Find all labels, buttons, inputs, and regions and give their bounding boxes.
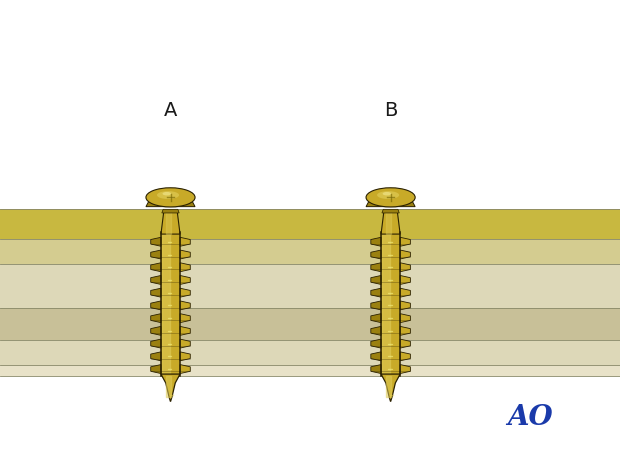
Polygon shape bbox=[400, 301, 410, 310]
Polygon shape bbox=[180, 263, 190, 272]
Ellipse shape bbox=[162, 192, 171, 196]
Polygon shape bbox=[371, 275, 381, 285]
Bar bbox=[0, 209, 620, 239]
Bar bbox=[0, 376, 620, 459]
Polygon shape bbox=[400, 313, 410, 323]
Polygon shape bbox=[381, 211, 400, 234]
Ellipse shape bbox=[146, 188, 195, 207]
Bar bbox=[0, 0, 620, 209]
Polygon shape bbox=[400, 237, 410, 246]
Polygon shape bbox=[371, 301, 381, 310]
Text: AO: AO bbox=[507, 404, 553, 431]
Polygon shape bbox=[180, 313, 190, 323]
Ellipse shape bbox=[377, 191, 399, 199]
Polygon shape bbox=[371, 352, 381, 361]
Polygon shape bbox=[180, 364, 190, 374]
Ellipse shape bbox=[157, 191, 179, 199]
Polygon shape bbox=[400, 326, 410, 336]
Polygon shape bbox=[151, 237, 161, 246]
Polygon shape bbox=[400, 352, 410, 361]
Polygon shape bbox=[400, 263, 410, 272]
Polygon shape bbox=[371, 339, 381, 348]
Polygon shape bbox=[161, 211, 180, 234]
Polygon shape bbox=[400, 250, 410, 259]
Polygon shape bbox=[381, 374, 400, 402]
Polygon shape bbox=[371, 364, 381, 374]
Polygon shape bbox=[371, 288, 381, 297]
Polygon shape bbox=[400, 275, 410, 285]
Polygon shape bbox=[162, 209, 179, 213]
Polygon shape bbox=[161, 374, 180, 402]
Polygon shape bbox=[146, 200, 195, 207]
Polygon shape bbox=[180, 326, 190, 336]
Bar bbox=[0, 365, 620, 376]
Polygon shape bbox=[180, 301, 190, 310]
Polygon shape bbox=[151, 326, 161, 336]
Polygon shape bbox=[371, 237, 381, 246]
Bar bbox=[0, 308, 620, 340]
Polygon shape bbox=[400, 288, 410, 297]
Polygon shape bbox=[400, 339, 410, 348]
Polygon shape bbox=[151, 250, 161, 259]
Ellipse shape bbox=[383, 192, 391, 196]
Polygon shape bbox=[371, 326, 381, 336]
Bar bbox=[0, 264, 620, 308]
Polygon shape bbox=[180, 352, 190, 361]
Bar bbox=[161, 232, 180, 376]
Polygon shape bbox=[371, 263, 381, 272]
Text: B: B bbox=[384, 101, 397, 120]
Polygon shape bbox=[371, 313, 381, 323]
Polygon shape bbox=[151, 313, 161, 323]
Polygon shape bbox=[151, 263, 161, 272]
Polygon shape bbox=[151, 288, 161, 297]
Polygon shape bbox=[180, 288, 190, 297]
Ellipse shape bbox=[366, 188, 415, 207]
Polygon shape bbox=[371, 250, 381, 259]
Polygon shape bbox=[180, 339, 190, 348]
Polygon shape bbox=[151, 275, 161, 285]
Polygon shape bbox=[382, 209, 399, 213]
Text: A: A bbox=[164, 101, 177, 120]
Bar bbox=[381, 232, 400, 376]
Bar bbox=[0, 239, 620, 264]
Polygon shape bbox=[366, 200, 415, 207]
Polygon shape bbox=[180, 237, 190, 246]
Polygon shape bbox=[151, 352, 161, 361]
Polygon shape bbox=[151, 301, 161, 310]
Polygon shape bbox=[151, 339, 161, 348]
Polygon shape bbox=[180, 275, 190, 285]
Polygon shape bbox=[151, 364, 161, 374]
Polygon shape bbox=[180, 250, 190, 259]
Bar bbox=[0, 340, 620, 365]
Polygon shape bbox=[400, 364, 410, 374]
